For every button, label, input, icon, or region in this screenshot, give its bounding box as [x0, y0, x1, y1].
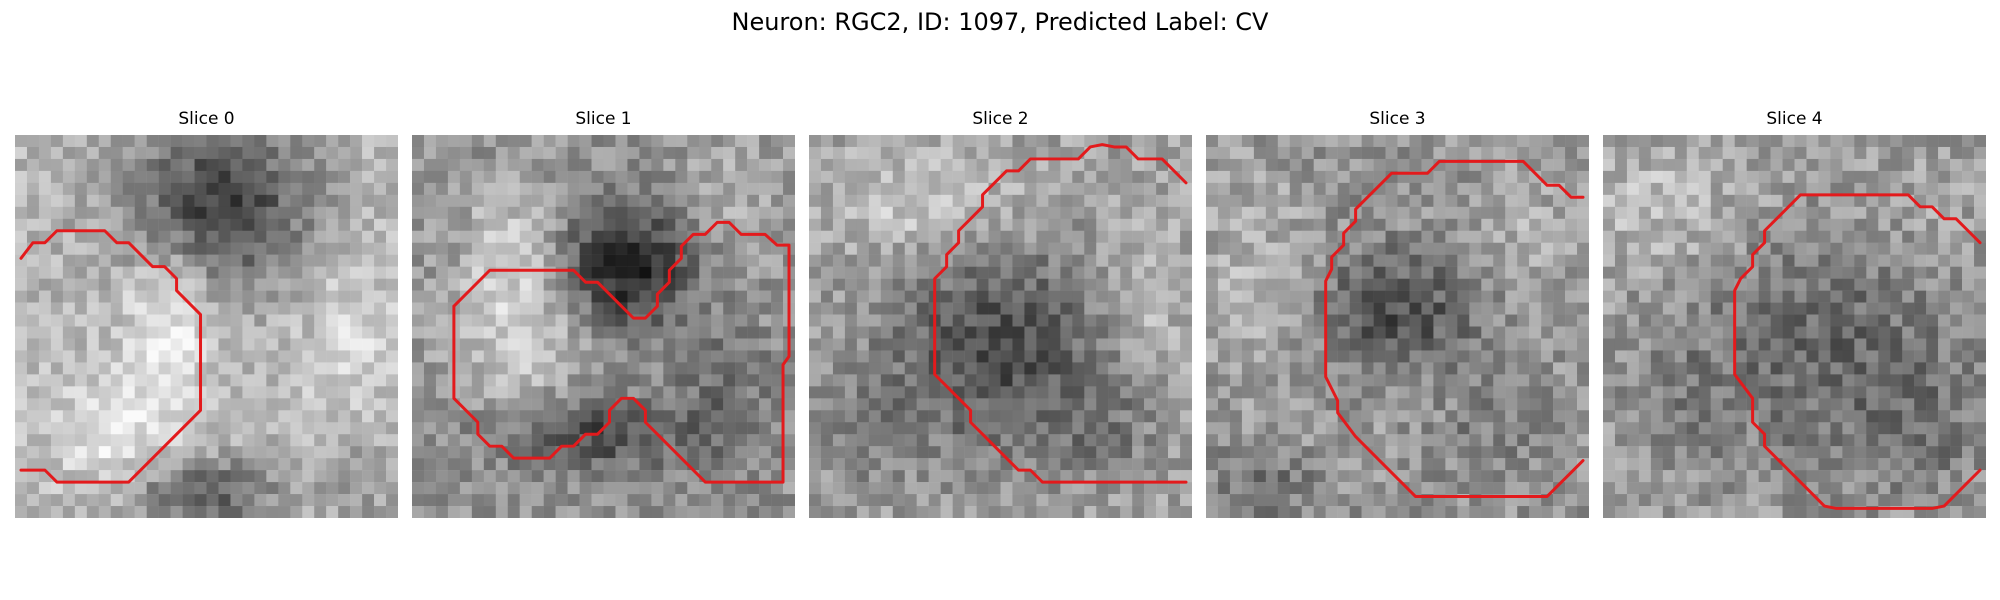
slice-title-4: Slice 4 [1766, 109, 1823, 129]
segmentation-contour [933, 143, 1188, 484]
slice-image-1 [412, 135, 795, 518]
segmentation-contour [1324, 159, 1585, 498]
slice-title-2: Slice 2 [972, 109, 1029, 129]
segmentation-contour [452, 220, 791, 484]
segmentation-contour [1733, 193, 1982, 510]
slice-pixels [412, 135, 795, 518]
slice-pixels [809, 135, 1192, 518]
slice-pixels [15, 135, 398, 518]
slice-pixels [1603, 135, 1986, 518]
slice-pixels [1206, 135, 1589, 518]
slice-image-2 [809, 135, 1192, 518]
slice-title-3: Slice 3 [1369, 109, 1426, 129]
slice-panel-1: Slice 1 [412, 108, 795, 518]
slice-image-0 [15, 135, 398, 518]
slice-title-1: Slice 1 [575, 109, 632, 129]
slice-panel-4: Slice 4 [1603, 108, 1986, 518]
slice-panel-3: Slice 3 [1206, 108, 1589, 518]
slice-title-0: Slice 0 [178, 109, 235, 129]
slice-panel-2: Slice 2 [809, 108, 1192, 518]
segmentation-contour [19, 229, 203, 484]
figure-title: Neuron: RGC2, ID: 1097, Predicted Label:… [731, 8, 1269, 36]
slice-panel-0: Slice 0 [15, 108, 398, 518]
slice-image-4 [1603, 135, 1986, 518]
slice-image-3 [1206, 135, 1589, 518]
